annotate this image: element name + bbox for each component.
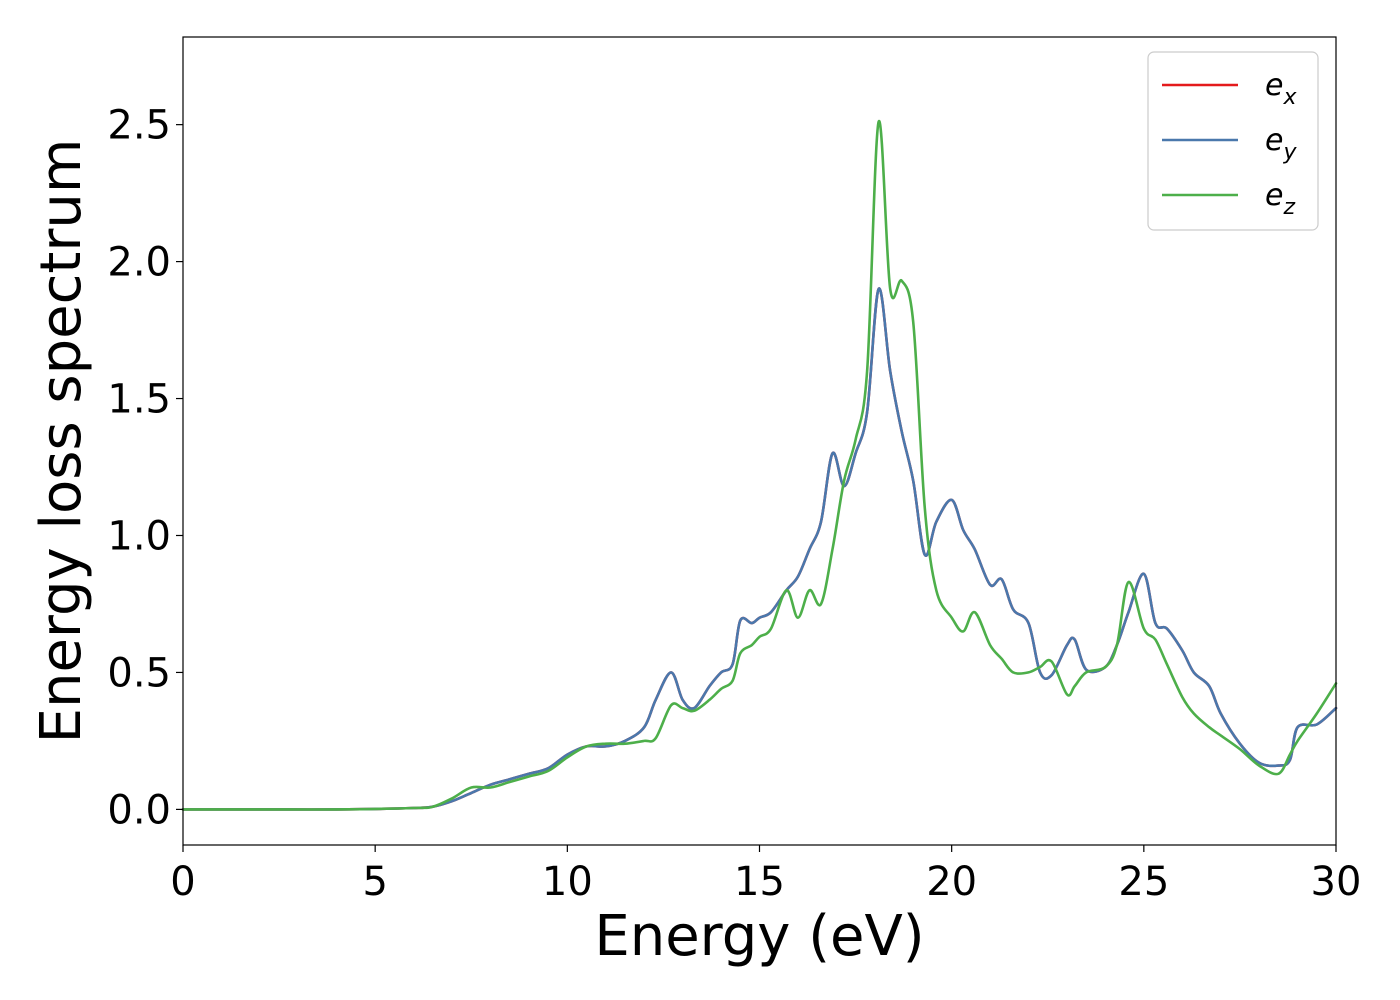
y-tick-label: 1.0 xyxy=(107,513,171,559)
x-tick-label: 15 xyxy=(734,859,785,905)
legend-label-ey: ey xyxy=(1265,123,1297,165)
x-tick-label: 10 xyxy=(542,859,593,905)
y-tick-label: 0.5 xyxy=(107,650,171,696)
x-tick-label: 25 xyxy=(1118,859,1169,905)
series-line-ey xyxy=(181,287,1338,811)
x-tick-label: 20 xyxy=(926,859,977,905)
y-tick-label: 0.0 xyxy=(107,787,171,833)
x-axis-title: Energy (eV) xyxy=(594,904,924,969)
y-axis-ticks: 0.0 0.5 1.0 1.5 2.0 2.5 xyxy=(107,103,183,833)
plot-lines xyxy=(181,120,1338,811)
legend-label-ex: ex xyxy=(1265,68,1297,110)
y-tick-label: 2.0 xyxy=(107,240,171,286)
legend: ex ey ez xyxy=(1147,51,1319,231)
x-tick-label: 30 xyxy=(1311,859,1362,905)
x-tick-label: 5 xyxy=(362,859,387,905)
series-line-ez xyxy=(181,120,1338,811)
y-tick-label: 2.5 xyxy=(107,103,171,149)
x-tick-label: 0 xyxy=(170,859,195,905)
legend-label-ez: ez xyxy=(1265,178,1295,220)
y-tick-label: 1.5 xyxy=(107,377,171,423)
y-axis-title: Energy loss spectrum xyxy=(29,139,94,744)
x-axis-ticks: 0 5 10 15 20 25 30 xyxy=(170,845,1361,905)
